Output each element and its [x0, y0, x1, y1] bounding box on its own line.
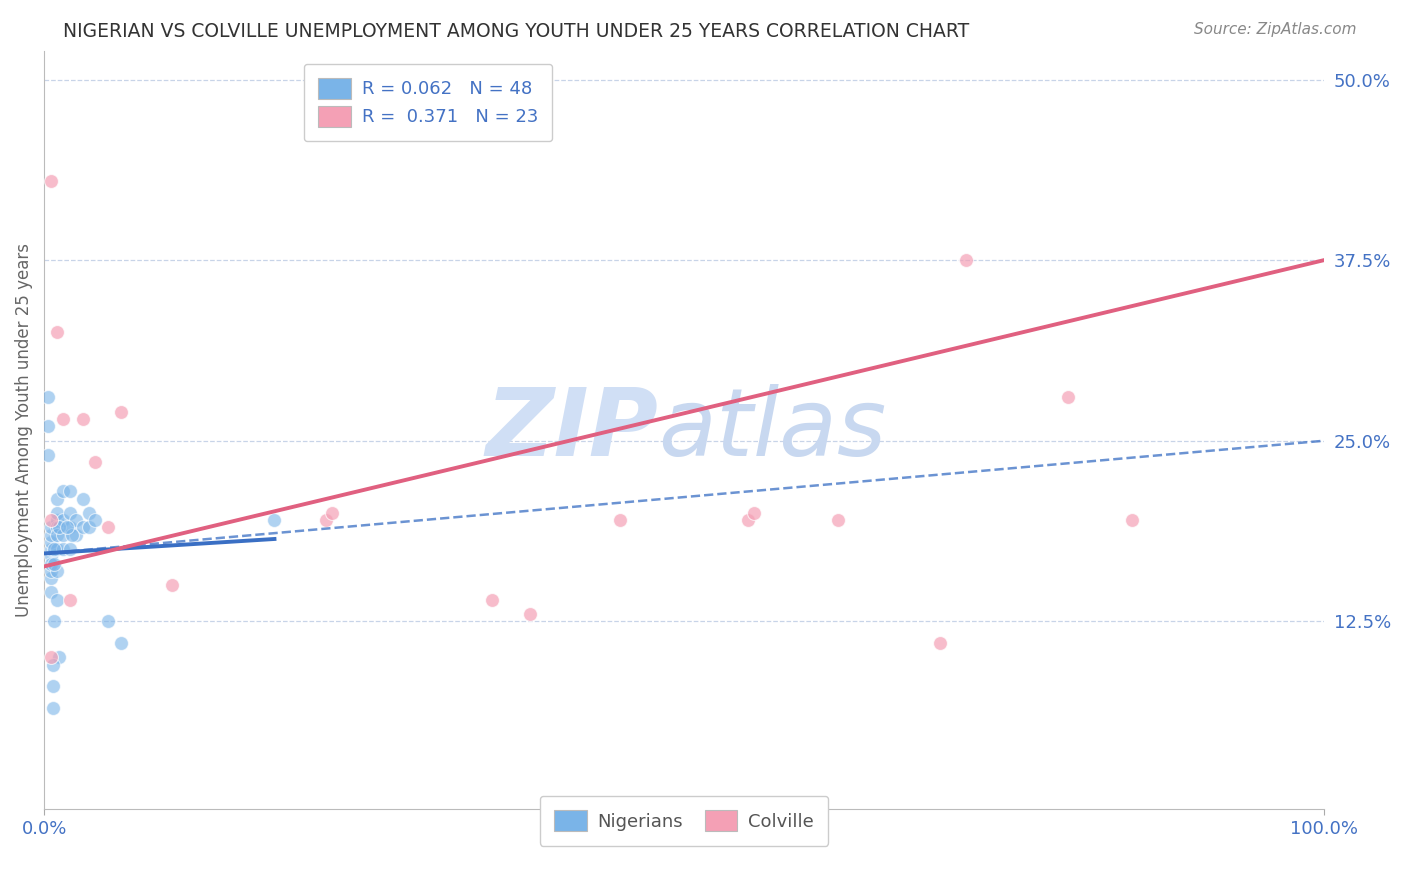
Point — [45, 326, 67, 340]
Point — [59, 592, 82, 607]
Point — [52, 484, 75, 499]
Point — [481, 592, 503, 607]
Point — [52, 542, 75, 557]
Point — [77, 520, 100, 534]
Point — [97, 615, 120, 629]
Point — [42, 701, 65, 715]
Point — [45, 520, 67, 534]
Point — [827, 513, 849, 527]
Point — [39, 571, 62, 585]
Text: ZIP: ZIP — [485, 384, 658, 476]
Point — [44, 542, 66, 557]
Point — [84, 513, 107, 527]
Point — [1057, 391, 1080, 405]
Point — [744, 506, 766, 520]
Point — [263, 513, 285, 527]
Point — [315, 513, 337, 527]
Point — [72, 491, 94, 506]
Point — [37, 419, 59, 434]
Point — [39, 513, 62, 527]
Text: NIGERIAN VS COLVILLE UNEMPLOYMENT AMONG YOUTH UNDER 25 YEARS CORRELATION CHART: NIGERIAN VS COLVILLE UNEMPLOYMENT AMONG … — [63, 22, 970, 41]
Point — [45, 592, 67, 607]
Point — [45, 513, 67, 527]
Point — [42, 679, 65, 693]
Point — [48, 520, 70, 534]
Point — [1121, 513, 1143, 527]
Point — [45, 491, 67, 506]
Point — [39, 534, 62, 549]
Point — [160, 578, 183, 592]
Point — [39, 527, 62, 541]
Text: atlas: atlas — [658, 384, 887, 475]
Point — [84, 455, 107, 469]
Point — [77, 506, 100, 520]
Point — [59, 520, 82, 534]
Point — [609, 513, 631, 527]
Point — [39, 585, 62, 599]
Point — [60, 527, 83, 541]
Legend: Nigerians, Colville: Nigerians, Colville — [540, 796, 828, 846]
Point — [110, 636, 132, 650]
Point — [37, 448, 59, 462]
Point — [955, 253, 977, 268]
Point — [519, 607, 541, 621]
Point — [39, 650, 62, 665]
Point — [44, 615, 66, 629]
Point — [39, 174, 62, 188]
Point — [59, 484, 82, 499]
Point — [321, 506, 343, 520]
Point — [48, 650, 70, 665]
Point — [52, 412, 75, 426]
Point — [65, 513, 87, 527]
Point — [97, 520, 120, 534]
Text: Source: ZipAtlas.com: Source: ZipAtlas.com — [1194, 22, 1357, 37]
Point — [39, 549, 62, 564]
Point — [52, 527, 75, 541]
Y-axis label: Unemployment Among Youth under 25 years: Unemployment Among Youth under 25 years — [15, 243, 32, 617]
Point — [45, 564, 67, 578]
Point — [929, 636, 952, 650]
Point — [39, 564, 62, 578]
Point — [39, 520, 62, 534]
Point — [737, 513, 759, 527]
Point — [42, 657, 65, 672]
Point — [45, 542, 67, 557]
Point — [52, 513, 75, 527]
Point — [59, 506, 82, 520]
Point — [72, 412, 94, 426]
Point — [44, 557, 66, 571]
Point — [110, 405, 132, 419]
Point — [45, 527, 67, 541]
Point — [59, 542, 82, 557]
Point — [39, 542, 62, 557]
Point — [39, 557, 62, 571]
Point — [56, 520, 79, 534]
Point — [37, 391, 59, 405]
Point — [45, 506, 67, 520]
Point — [65, 527, 87, 541]
Point — [72, 520, 94, 534]
